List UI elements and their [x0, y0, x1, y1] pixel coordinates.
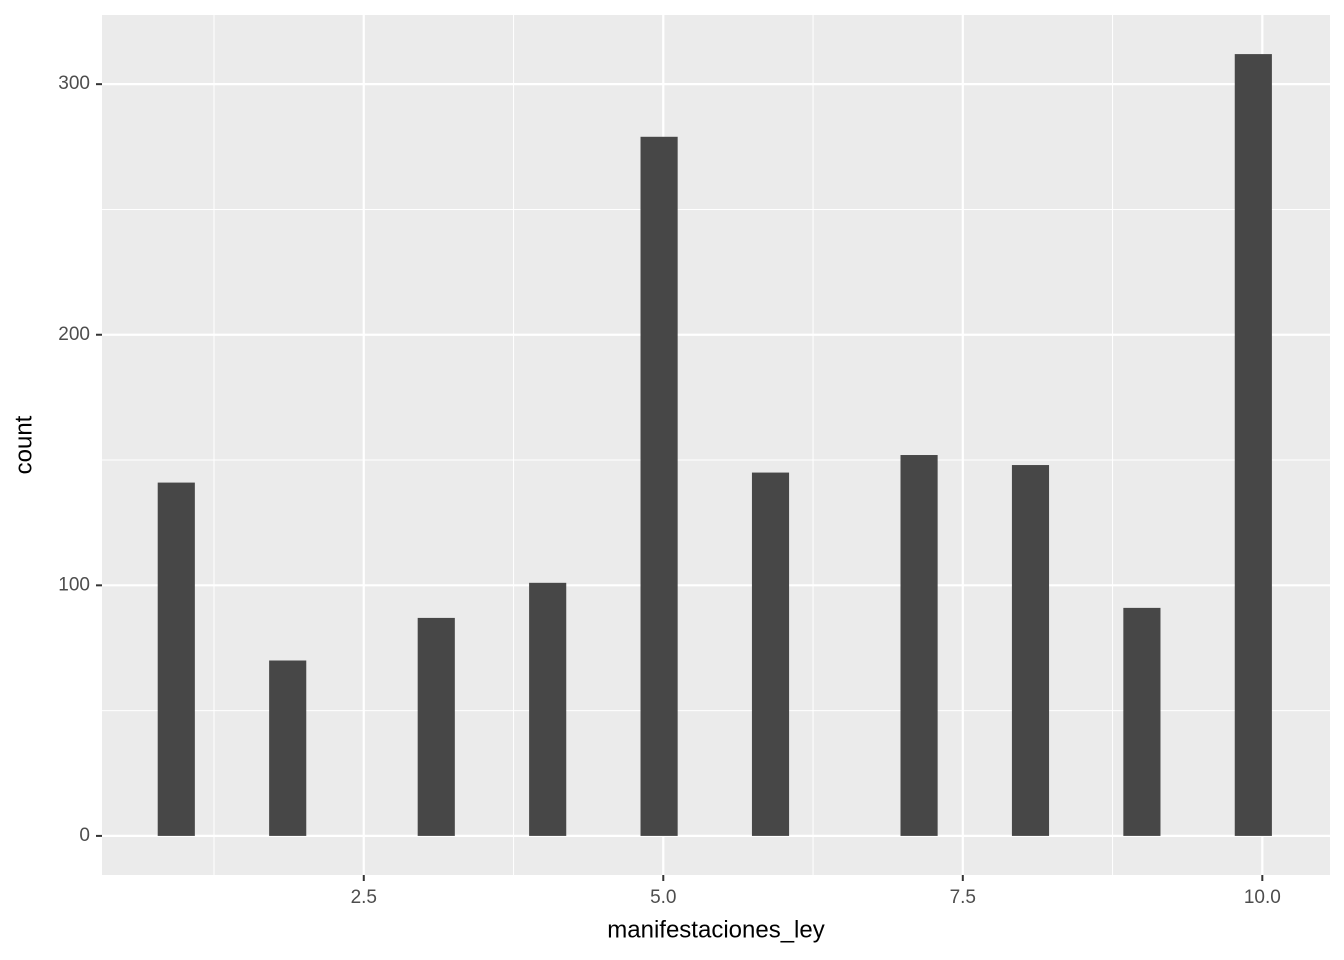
- bar: [529, 582, 567, 836]
- bar: [640, 136, 678, 836]
- bar: [1011, 465, 1050, 836]
- x-tick-label: 7.5: [950, 887, 976, 908]
- bar: [1123, 607, 1161, 836]
- y-tick-label: 100: [58, 574, 90, 595]
- y-tick-label: 300: [58, 73, 90, 94]
- bar: [417, 617, 455, 836]
- bar: [751, 472, 790, 836]
- bar: [269, 660, 307, 836]
- bar: [1234, 54, 1272, 836]
- bar: [900, 455, 938, 836]
- x-tick-label: 5.0: [650, 887, 676, 908]
- bar: [157, 482, 195, 836]
- x-tick-label: 2.5: [351, 887, 377, 908]
- x-tick-label: 10.0: [1244, 887, 1281, 908]
- y-tick-label: 200: [58, 324, 90, 345]
- x-axis-title: manifestaciones_ley: [607, 916, 824, 943]
- y-tick-label: 0: [79, 825, 90, 846]
- y-axis-title: count: [10, 415, 37, 474]
